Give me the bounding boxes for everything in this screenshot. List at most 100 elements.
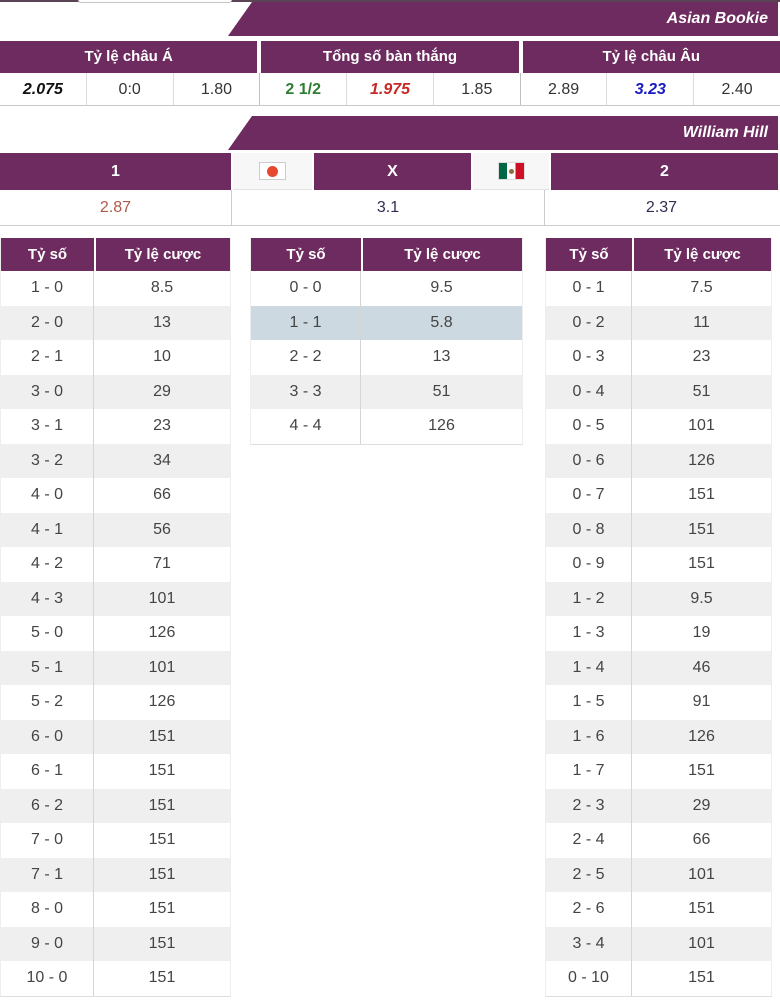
odds-value: 151	[688, 520, 715, 538]
score-value: 0 - 10	[546, 961, 632, 996]
score-row: 7 - 0 151	[1, 823, 230, 858]
wh-home-odds: 2.87	[0, 190, 232, 225]
odds-value: 151	[148, 934, 176, 952]
odds-value: 151	[148, 796, 176, 814]
score-row: 1 - 5 91	[546, 685, 771, 720]
asian-handicap-group: 2.075 0:0 1.80	[0, 73, 261, 105]
score-value: 3 - 0	[1, 374, 94, 409]
score-value: 7 - 1	[1, 857, 94, 892]
score-value: 2 - 6	[546, 892, 632, 927]
score-value: 0 - 4	[546, 374, 632, 409]
odds-value: 151	[148, 762, 176, 779]
mexico-flag-icon	[497, 162, 525, 180]
score-value: 5 - 2	[1, 685, 94, 720]
score-row: 1 - 7 151	[546, 754, 771, 789]
odds-value: 101	[688, 865, 715, 883]
score-column-header: Tỷ số	[569, 246, 609, 263]
score-value: 1 - 1	[251, 305, 361, 340]
william-hill-header: 1 X 2	[0, 153, 780, 190]
asian-bookie-banner[interactable]: Asian Bookie	[228, 2, 778, 36]
score-row: 0 - 7 151	[546, 478, 771, 513]
score-value: 0 - 1	[546, 271, 632, 306]
score-row: 4 - 3 101	[1, 581, 230, 616]
odds-value: 13	[153, 313, 171, 331]
score-value: 8 - 0	[1, 892, 94, 927]
odds-value: 151	[148, 865, 176, 883]
away-score-rows: 0 - 1 7.5 0 - 2 11 0 - 3 23 0 - 4 51 0 - 5 101 0 -…	[546, 271, 771, 996]
odds-value: 29	[692, 796, 711, 814]
score-row: 3 - 1 23	[1, 409, 230, 444]
score-row: 0 - 0 9.5	[251, 271, 522, 306]
page-top-edge	[0, 0, 780, 3]
score-value: 4 - 1	[1, 512, 94, 547]
score-row: 1 - 0 8.5	[1, 271, 230, 306]
score-row: 0 - 9 151	[546, 547, 771, 582]
score-row: 3 - 4 101	[546, 926, 771, 961]
odds-value: 151	[688, 969, 715, 986]
score-value: 0 - 5	[546, 409, 632, 444]
score-value: 5 - 0	[1, 616, 94, 651]
score-row: 6 - 1 151	[1, 754, 230, 789]
odds-value: 126	[428, 417, 455, 434]
wh-away-odds: 2.37	[645, 199, 678, 216]
odds-value: 66	[153, 486, 171, 503]
asian-odds-header: Tỷ lệ châu Á Tổng số bàn thắng Tỷ lệ châ…	[0, 41, 780, 73]
score-value: 5 - 1	[1, 650, 94, 685]
odds-value: 151	[148, 900, 176, 917]
score-value: 6 - 2	[1, 788, 94, 823]
score-value: 6 - 0	[1, 719, 94, 754]
odds-value: 151	[148, 727, 176, 745]
score-row: 10 - 0 151	[1, 961, 230, 996]
score-value: 3 - 3	[251, 374, 361, 409]
odds-value: 151	[148, 969, 176, 986]
odds-value: 19	[692, 624, 711, 641]
euro-draw-odds: 3.23	[607, 73, 695, 105]
header-asian-handicap: Tỷ lệ châu Á	[0, 41, 258, 73]
score-value: 1 - 6	[546, 719, 632, 754]
header-total-goals: Tổng số bàn thắng	[261, 41, 519, 73]
odds-value: 23	[153, 417, 171, 434]
score-value: 0 - 2	[546, 305, 632, 340]
handicap-line: 0:0	[87, 73, 174, 105]
odds-value: 151	[688, 555, 715, 572]
odds-value: 101	[688, 417, 715, 434]
score-value: 4 - 3	[1, 581, 94, 616]
cropped-element-edge	[78, 0, 232, 3]
euro-home-odds: 2.89	[521, 73, 608, 105]
home-flag-cell	[233, 153, 312, 190]
draw-score-rows: 0 - 0 9.5 1 - 1 5.8 2 - 2 13 3 - 3 51 4 - 4 126	[251, 271, 522, 444]
score-value: 9 - 0	[1, 926, 94, 961]
score-value: 2 - 0	[1, 305, 94, 340]
score-row: 0 - 3 23	[546, 340, 771, 375]
odds-value: 11	[693, 313, 710, 331]
odds-value: 10	[153, 348, 171, 365]
william-hill-banner[interactable]: William Hill	[228, 116, 778, 150]
asian-odds-values: 2.075 0:0 1.80 2 1/2 1.975 1.85 2.89 3.2…	[0, 73, 780, 106]
score-value: 1 - 5	[546, 685, 632, 720]
score-value: 0 - 9	[546, 547, 632, 582]
score-value: 1 - 0	[1, 271, 94, 306]
score-row: 0 - 5 101	[546, 409, 771, 444]
score-row: 8 - 0 151	[1, 892, 230, 927]
score-row: 2 - 1 10	[1, 340, 230, 375]
score-row: 7 - 1 151	[1, 857, 230, 892]
euro-away-odds: 2.40	[721, 81, 753, 98]
score-table-header: Tỷ số Tỷ lệ cược	[251, 238, 522, 271]
goals-line: 2 1/2	[260, 73, 348, 105]
score-value: 7 - 0	[1, 823, 94, 858]
asian-bookie-label: Asian Bookie	[666, 10, 768, 27]
odds-value: 71	[153, 555, 171, 572]
score-row: 1 - 4 46	[546, 650, 771, 685]
score-row: 5 - 2 126	[1, 685, 230, 720]
score-row: 2 - 4 66	[546, 823, 771, 858]
william-hill-label: William Hill	[682, 124, 768, 141]
score-value: 0 - 0	[251, 271, 361, 306]
european-odds-group: 2.89 3.23 2.40	[521, 73, 780, 105]
total-goals-group: 2 1/2 1.975 1.85	[260, 73, 521, 105]
score-value: 0 - 8	[546, 512, 632, 547]
score-value: 2 - 3	[546, 788, 632, 823]
header-home-1: 1	[0, 153, 231, 190]
odds-value: 29	[153, 382, 171, 400]
score-row: 2 - 5 101	[546, 857, 771, 892]
